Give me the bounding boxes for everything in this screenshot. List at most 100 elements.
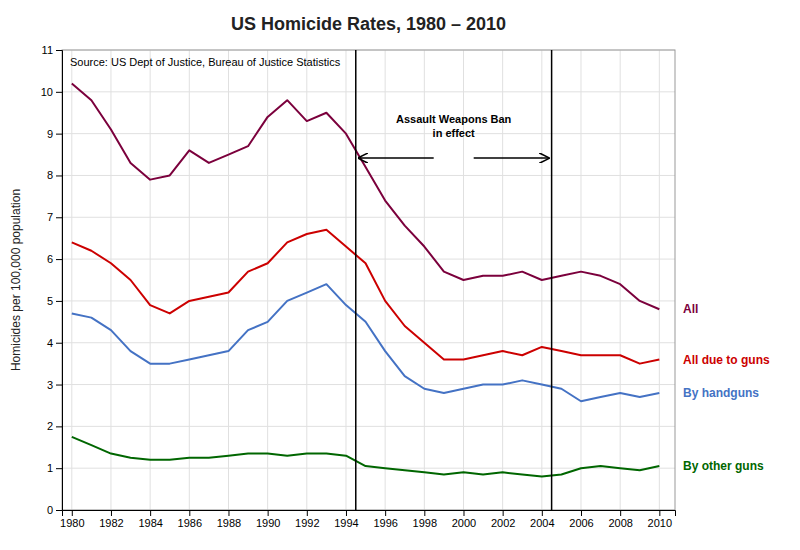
x-axis-line — [63, 511, 676, 517]
series-label: By other guns — [683, 459, 764, 473]
chart: 1980 1982 1984 1986 1988 1990 1992 1994 1996 1998… — [0, 0, 800, 550]
x-tick-mark — [150, 510, 151, 516]
grid-line — [62, 384, 675, 385]
x-tick: 1992 — [295, 510, 319, 529]
y-tick-mark — [56, 134, 62, 135]
x-tick-label: 1988 — [217, 517, 241, 529]
grid-line — [62, 342, 675, 343]
grid-line — [385, 50, 386, 510]
x-tick-mark — [228, 510, 229, 516]
y-tick-mark — [56, 175, 62, 176]
annotation-line: Assault Weapons Ban — [396, 113, 512, 125]
x-tick-label: 2010 — [648, 517, 672, 529]
x-tick-mark — [307, 510, 308, 516]
series-label: All due to guns — [683, 353, 770, 367]
x-tick-mark — [581, 510, 582, 516]
y-tick-label: 4 — [47, 337, 53, 349]
ban-line — [355, 50, 357, 510]
series-line — [72, 437, 660, 477]
series-line — [72, 83, 660, 309]
grid-line — [62, 91, 675, 92]
x-tick-label: 2008 — [608, 517, 632, 529]
x-tick: 1982 — [99, 510, 123, 529]
annotation-arrow — [359, 157, 434, 159]
x-tick-mark — [503, 510, 504, 516]
grid-line — [62, 175, 675, 176]
x-tick-mark — [189, 510, 190, 516]
grid-line — [71, 50, 72, 510]
ban-line — [551, 50, 553, 510]
x-tick: 2006 — [569, 510, 593, 529]
y-tick-mark — [56, 217, 62, 218]
grid-line — [620, 50, 621, 510]
x-tick-label: 1986 — [178, 517, 202, 529]
x-tick-mark — [111, 510, 112, 516]
x-tick-label: 1994 — [334, 517, 358, 529]
x-tick-label: 2002 — [491, 517, 515, 529]
x-tick-mark — [385, 510, 386, 516]
x-tick-mark — [268, 510, 269, 516]
y-tick-mark — [56, 259, 62, 260]
series-line — [72, 284, 660, 401]
marks — [72, 50, 660, 510]
x-tick-mark — [463, 510, 464, 516]
y-tick-label: 5 — [47, 295, 53, 307]
y-tick: 11 — [42, 44, 62, 56]
x-tick-mark — [424, 510, 425, 516]
grid-line — [150, 50, 151, 510]
y-tick-label: 0 — [47, 504, 53, 516]
x-axis: 1980 1982 1984 1986 1988 1990 1992 1994 1996 1998… — [60, 510, 675, 529]
x-tick: 1986 — [178, 510, 202, 529]
y-tick-label: 1 — [47, 462, 53, 474]
y-tick: 2 — [47, 420, 62, 432]
y-tick: 3 — [47, 379, 62, 391]
x-tick: 1994 — [334, 510, 358, 529]
x-tick: 1998 — [413, 510, 437, 529]
annotation-line: in effect — [433, 127, 476, 139]
y-tick: 5 — [47, 295, 62, 307]
series-line — [72, 230, 660, 364]
x-tick-label: 1996 — [373, 517, 397, 529]
x-tick-label: 1992 — [295, 517, 319, 529]
y-tick-mark — [56, 426, 62, 427]
x-tick-label: 1984 — [138, 517, 162, 529]
x-tick-mark — [72, 510, 73, 516]
y-tick: 6 — [47, 253, 62, 265]
x-tick-mark — [620, 510, 621, 516]
x-tick: 1990 — [256, 510, 280, 529]
x-tick: 2004 — [530, 510, 554, 529]
x-tick-label: 1990 — [256, 517, 280, 529]
x-tick-mark — [346, 510, 347, 516]
y-tick-label: 10 — [41, 86, 53, 98]
grid-line — [62, 426, 675, 427]
y-axis: 01234567891011 — [41, 44, 63, 516]
x-tick: 2000 — [452, 510, 476, 529]
y-tick-mark — [56, 343, 62, 344]
annotations: Source: US Dept of Justice, Bureau of Ju… — [70, 56, 770, 473]
y-tick: 10 — [41, 86, 62, 98]
y-tick-mark — [56, 510, 62, 511]
grid-line — [62, 259, 675, 260]
y-tick-mark — [56, 92, 62, 93]
x-tick-label: 1998 — [413, 517, 437, 529]
y-tick-label: 6 — [47, 253, 53, 265]
y-tick-label: 3 — [47, 379, 53, 391]
grid — [62, 50, 675, 510]
y-tick-label: 11 — [42, 44, 53, 56]
y-tick-mark — [56, 385, 62, 386]
x-tick: 1980 — [60, 510, 84, 529]
grid-line — [62, 300, 675, 301]
y-tick-label: 7 — [47, 211, 53, 223]
series-label: By handguns — [683, 386, 759, 400]
y-axis-title: Homicides per 100,000 population — [9, 189, 23, 371]
x-tick: 1996 — [373, 510, 397, 529]
grid-line — [580, 50, 581, 510]
y-tick-mark — [56, 468, 62, 469]
y-tick-label: 9 — [47, 128, 53, 140]
plot-frame — [62, 50, 675, 510]
x-tick-label: 1980 — [60, 517, 84, 529]
annotation-text: Assault Weapons Ban in effect — [396, 113, 512, 139]
x-tick-mark — [659, 510, 660, 516]
y-tick-mark — [56, 301, 62, 302]
title: US Homicide Rates, 1980 – 2010 — [231, 14, 506, 34]
